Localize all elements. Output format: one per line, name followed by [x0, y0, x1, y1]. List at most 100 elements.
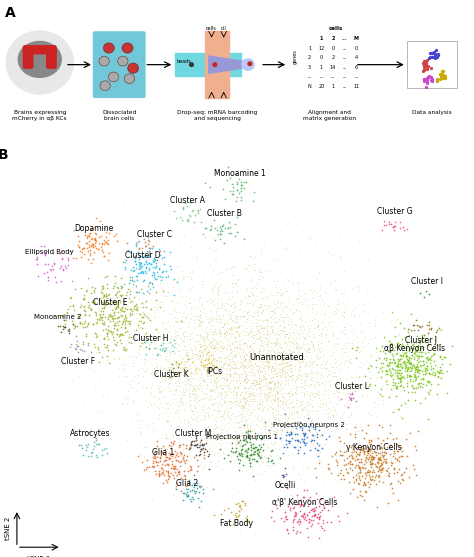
Point: [258, 448, 265, 457]
Point: [183, 215, 191, 224]
Point: [206, 339, 213, 348]
Point: [177, 406, 184, 415]
Point: [166, 337, 173, 346]
Point: [137, 423, 145, 432]
Point: [389, 223, 397, 232]
Point: [235, 437, 243, 446]
Point: [425, 339, 432, 348]
Point: [103, 448, 111, 457]
Point: [214, 407, 221, 416]
Point: [340, 455, 347, 464]
Point: [269, 411, 276, 420]
Point: [221, 223, 229, 232]
Point: [248, 290, 255, 299]
Point: [305, 507, 312, 516]
Point: [292, 353, 300, 362]
Point: [264, 317, 272, 326]
Point: [138, 323, 146, 332]
Point: [196, 332, 204, 341]
Point: [228, 363, 236, 372]
Point: [189, 390, 197, 399]
Point: [267, 365, 274, 374]
Point: [200, 331, 207, 340]
Point: [392, 362, 400, 371]
Point: [112, 290, 120, 299]
Point: [197, 458, 205, 467]
Point: [297, 475, 304, 483]
Point: [265, 304, 273, 313]
Point: [396, 318, 404, 327]
Point: [187, 197, 195, 206]
Point: [144, 365, 151, 374]
Point: [258, 338, 266, 347]
Point: [284, 358, 292, 367]
Point: [254, 275, 261, 284]
Point: [344, 296, 352, 305]
Point: [287, 333, 294, 342]
Point: [265, 358, 273, 367]
Point: [303, 523, 311, 532]
Point: [257, 341, 264, 350]
Point: [292, 375, 300, 384]
Point: [329, 379, 337, 388]
Point: [232, 311, 240, 320]
Point: [69, 301, 76, 310]
Point: [207, 354, 215, 363]
Point: [136, 245, 143, 253]
Point: [201, 412, 209, 421]
Point: [238, 414, 246, 423]
Point: [142, 238, 149, 247]
Point: [290, 517, 297, 526]
Point: [425, 425, 432, 434]
Point: [228, 324, 235, 333]
Point: [200, 351, 207, 360]
Point: [213, 343, 220, 351]
Point: [298, 329, 306, 338]
Point: [243, 428, 251, 437]
Point: [237, 296, 245, 305]
Point: [140, 313, 147, 322]
Point: [340, 408, 347, 417]
Point: [266, 355, 273, 364]
Point: [308, 406, 315, 415]
Point: [150, 267, 157, 276]
Point: [145, 237, 153, 246]
Point: [187, 453, 195, 462]
Point: [81, 250, 88, 258]
Point: [201, 232, 209, 241]
Point: [270, 384, 277, 393]
Point: [273, 383, 281, 392]
Point: [262, 390, 269, 399]
Point: [297, 409, 305, 418]
Point: [278, 357, 285, 366]
Point: [253, 312, 261, 321]
Point: [235, 330, 242, 339]
Point: [220, 359, 228, 368]
Point: [301, 360, 309, 369]
Point: [311, 510, 319, 519]
Point: [334, 340, 341, 349]
Point: [339, 389, 346, 398]
Point: [121, 304, 129, 312]
Point: [413, 352, 421, 361]
Point: [246, 388, 254, 397]
Point: [301, 431, 308, 439]
Point: [172, 472, 179, 481]
Point: [205, 365, 213, 374]
Point: [339, 310, 346, 319]
Point: [219, 360, 227, 369]
Point: [204, 411, 211, 419]
Point: [424, 414, 432, 423]
Point: [171, 453, 179, 462]
Point: [214, 403, 222, 412]
Point: [410, 464, 418, 473]
Point: [257, 382, 265, 391]
Point: [142, 302, 150, 311]
Point: [350, 325, 358, 334]
Point: [420, 62, 428, 71]
Point: [182, 490, 189, 499]
Point: [186, 396, 194, 405]
Point: [242, 178, 250, 187]
Point: [251, 449, 258, 458]
Point: [133, 325, 141, 334]
